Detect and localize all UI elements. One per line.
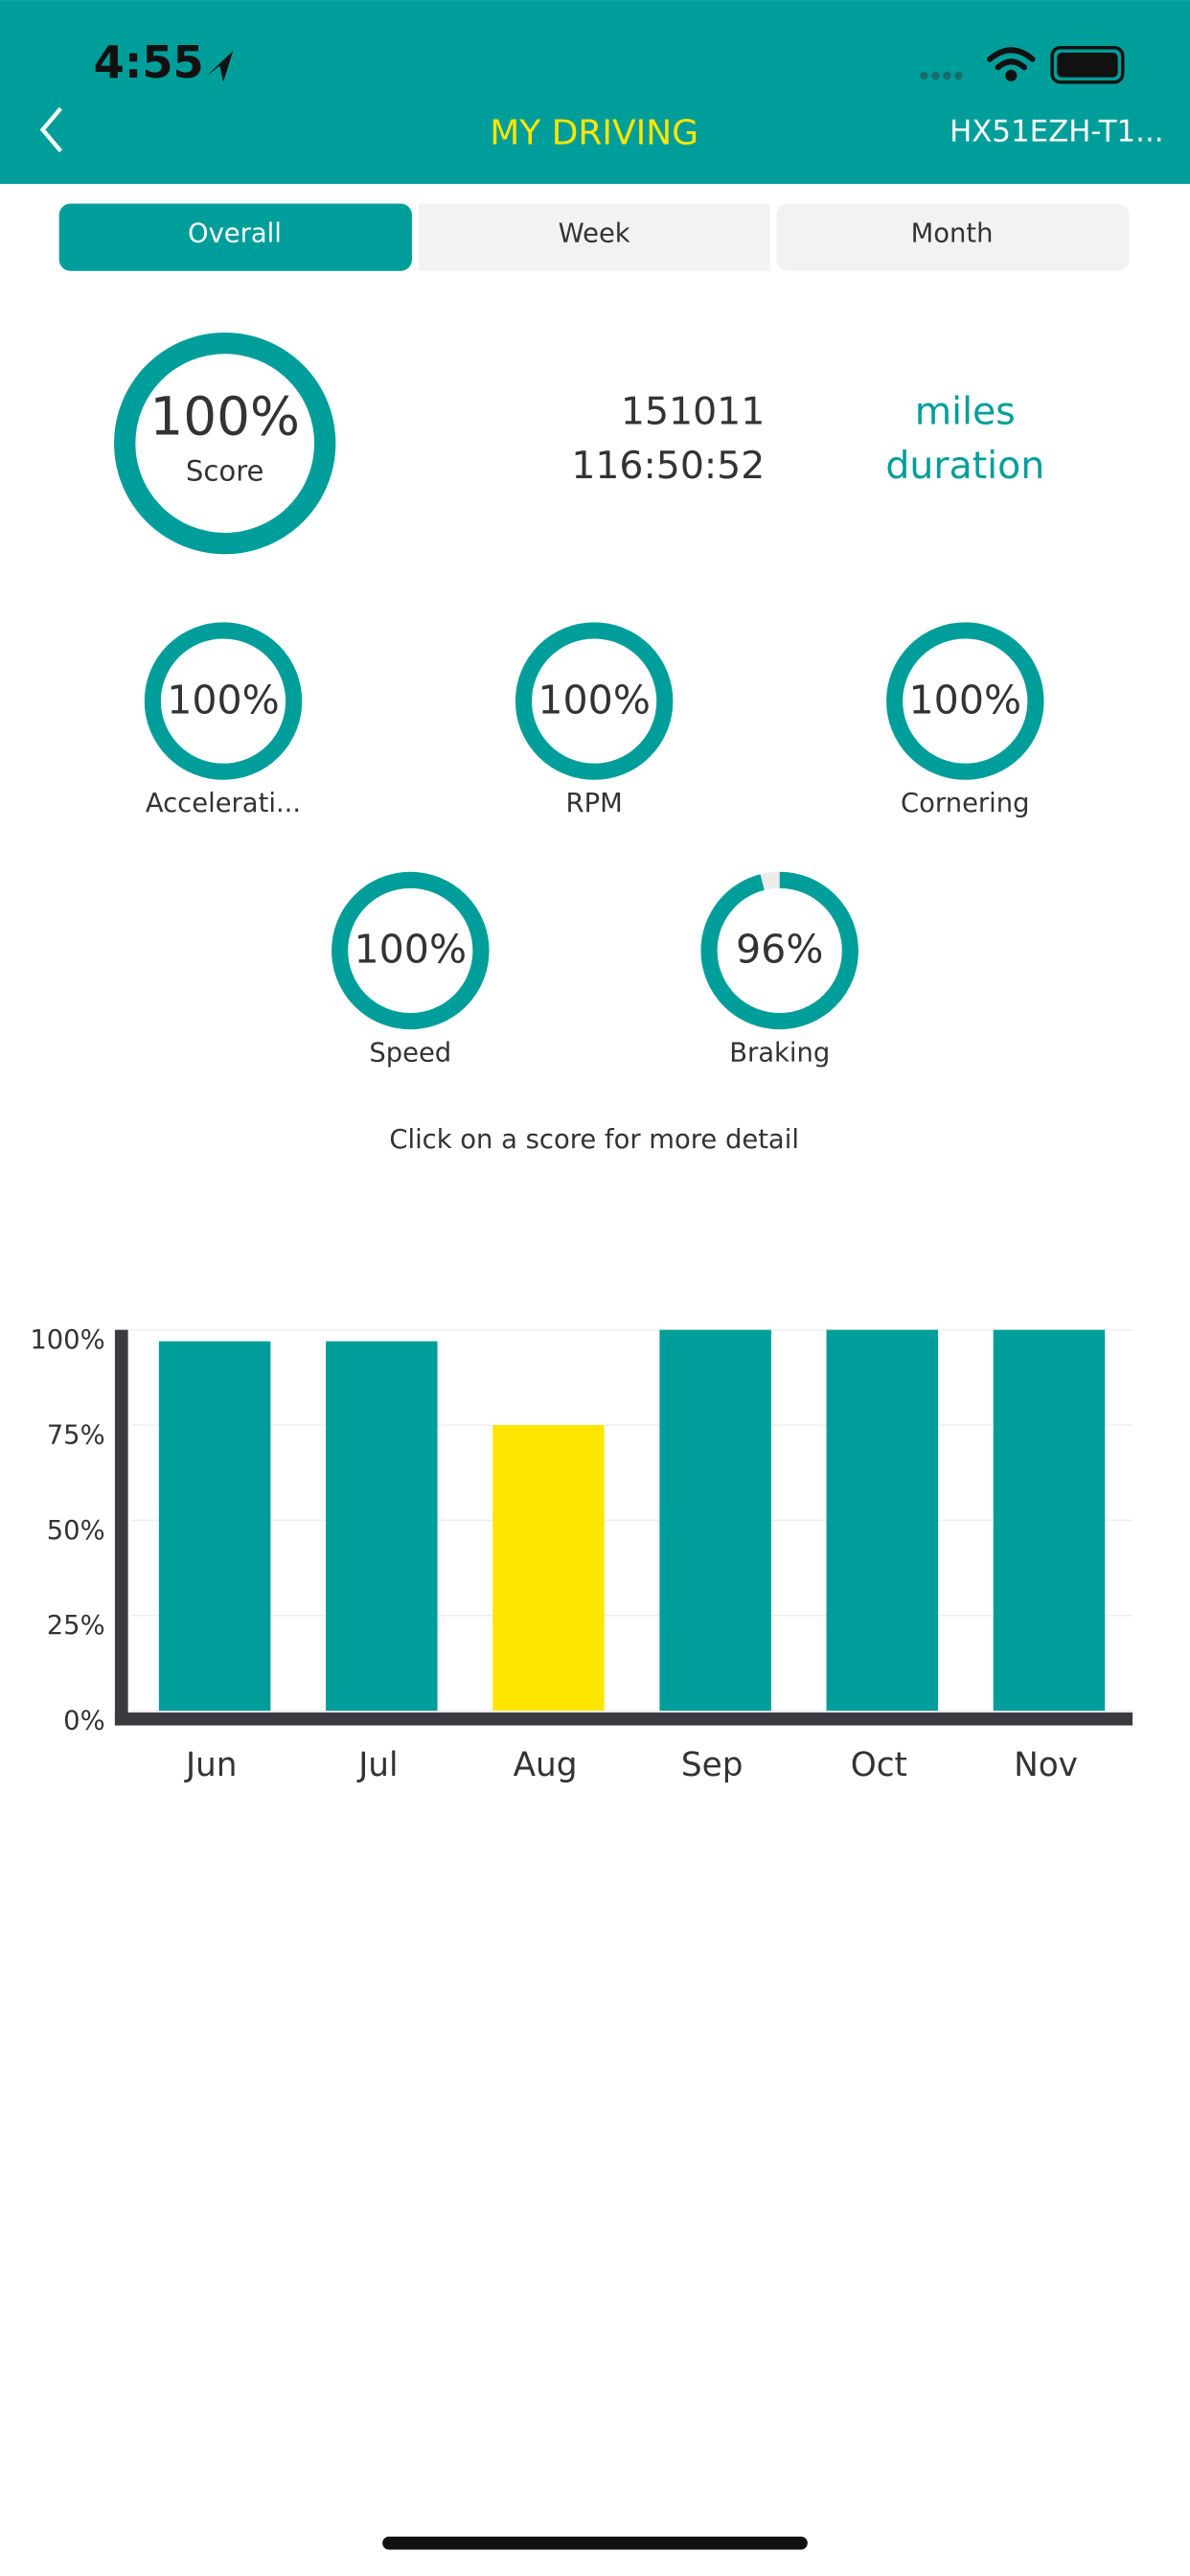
y-tick-label: 0% bbox=[63, 1707, 104, 1736]
bar[interactable] bbox=[659, 1329, 771, 1712]
gauge-label: Cornering bbox=[901, 789, 1029, 818]
gauge-value: 100% bbox=[355, 927, 468, 973]
gauge-arc[interactable] bbox=[114, 332, 336, 555]
bar[interactable] bbox=[826, 1329, 939, 1712]
bar[interactable] bbox=[158, 1341, 271, 1712]
score-name: Score bbox=[186, 454, 264, 487]
gauge-value: 100% bbox=[167, 677, 280, 723]
vehicle-id[interactable]: HX51EZH-T1... bbox=[950, 114, 1163, 149]
duration-value: 116:50:52 bbox=[571, 444, 765, 488]
back-button[interactable] bbox=[39, 106, 63, 153]
header-bar bbox=[0, 0, 1190, 184]
score-value: 100% bbox=[149, 386, 300, 448]
tab-label[interactable]: Overall bbox=[188, 219, 282, 249]
miles-value: 151011 bbox=[621, 389, 765, 433]
y-tick-label: 75% bbox=[47, 1421, 105, 1451]
tab-label[interactable]: Week bbox=[559, 219, 630, 249]
gauge-label: Accelerati... bbox=[146, 789, 301, 818]
home-indicator bbox=[382, 2536, 808, 2550]
bar[interactable] bbox=[993, 1329, 1106, 1712]
x-tick-label: Jun bbox=[184, 1746, 238, 1784]
gauge-value: 96% bbox=[736, 927, 823, 973]
tab-overall[interactable] bbox=[58, 203, 412, 271]
status-time: 4:55 bbox=[94, 36, 204, 88]
gauge-label: Braking bbox=[729, 1038, 830, 1068]
gauge-arc[interactable] bbox=[886, 622, 1044, 780]
gauge-value: 100% bbox=[538, 677, 651, 723]
gauge-value: 100% bbox=[909, 677, 1022, 723]
signal-icon bbox=[920, 71, 963, 80]
gauge-arc[interactable] bbox=[700, 871, 858, 1030]
x-tick-label: Aug bbox=[514, 1746, 578, 1784]
battery-level bbox=[1057, 52, 1118, 78]
gauge-arc[interactable] bbox=[332, 871, 490, 1030]
x-tick-label: Jul bbox=[356, 1746, 398, 1784]
x-tick-label: Nov bbox=[1014, 1746, 1078, 1784]
y-tick-label: 25% bbox=[47, 1611, 105, 1641]
gauge-arc[interactable] bbox=[515, 622, 674, 780]
bar[interactable] bbox=[492, 1425, 605, 1712]
x-tick-label: Sep bbox=[681, 1746, 744, 1784]
tab-label[interactable]: Month bbox=[911, 219, 994, 249]
x-tick-label: Oct bbox=[851, 1746, 907, 1784]
gauge-arc[interactable] bbox=[144, 622, 303, 780]
duration-label: duration bbox=[885, 444, 1044, 488]
location-icon bbox=[206, 51, 234, 82]
gauge-label: Speed bbox=[369, 1038, 451, 1068]
battery-icon bbox=[1050, 46, 1125, 84]
gauge-label: RPM bbox=[566, 789, 623, 818]
wifi-icon bbox=[987, 47, 1036, 81]
miles-label: miles bbox=[915, 389, 1016, 433]
tab-month[interactable] bbox=[776, 203, 1130, 271]
y-tick-label: 100% bbox=[30, 1325, 104, 1355]
header-title: MY DRIVING bbox=[490, 114, 698, 153]
tab-week[interactable] bbox=[418, 203, 770, 271]
hint: Click on a score for more detail bbox=[389, 1125, 799, 1155]
y-tick-label: 50% bbox=[47, 1516, 105, 1546]
bar[interactable] bbox=[326, 1341, 438, 1712]
